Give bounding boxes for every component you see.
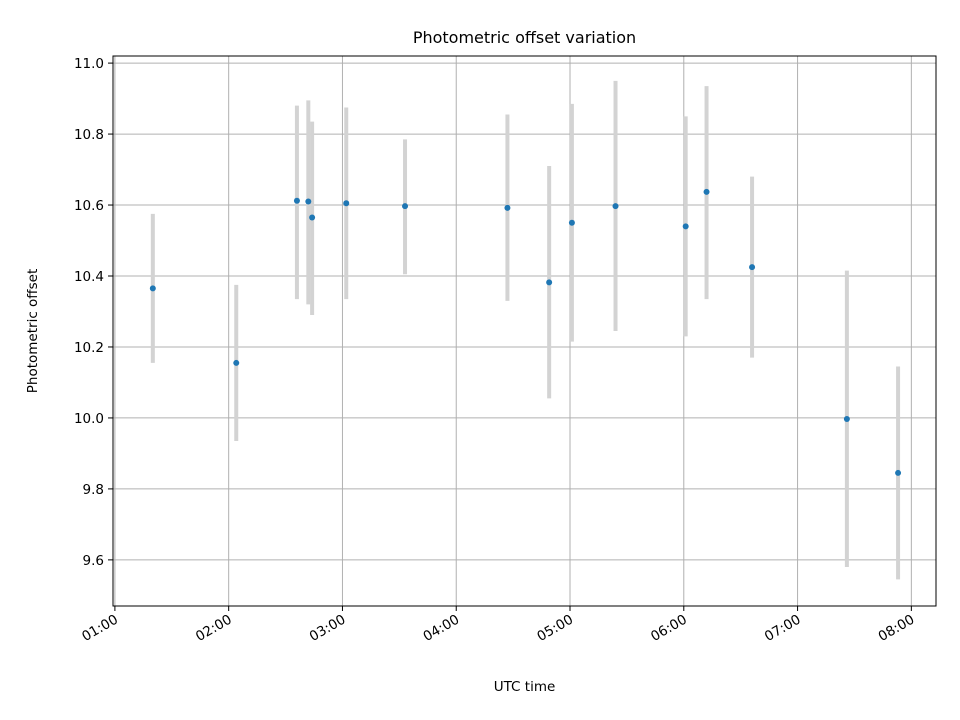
- data-point: [233, 359, 240, 366]
- x-axis-label: UTC time: [494, 679, 556, 695]
- y-tick-label: 10.4: [74, 269, 104, 285]
- data-point: [504, 204, 511, 211]
- data-point: [749, 264, 756, 271]
- data-point: [293, 197, 300, 204]
- data-point: [343, 200, 350, 207]
- data-point: [612, 203, 619, 210]
- data-point: [546, 279, 553, 286]
- chart-title: Photometric offset variation: [413, 28, 636, 47]
- y-tick-label: 9.8: [83, 482, 104, 498]
- data-point: [895, 469, 902, 476]
- data-point: [568, 219, 575, 226]
- data-points: [149, 188, 902, 476]
- y-tick-label: 10.0: [74, 411, 104, 427]
- data-point: [402, 203, 409, 210]
- data-point: [309, 214, 316, 221]
- data-point: [305, 198, 312, 205]
- y-tick-label: 10.8: [74, 127, 104, 143]
- y-tick-label: 10.6: [74, 198, 104, 214]
- y-tick-label: 11.0: [74, 56, 104, 72]
- y-axis-label: Photometric offset: [25, 269, 41, 393]
- data-point: [843, 416, 850, 422]
- data-point: [149, 285, 156, 292]
- plot-frame: [112, 55, 937, 607]
- y-tick-label: 9.6: [83, 553, 104, 569]
- data-point: [703, 188, 710, 195]
- y-tick-label: 10.2: [74, 340, 104, 356]
- data-point: [682, 223, 689, 230]
- y-axis-ticks: 9.6 9.8 10.0 10.2 10.4 10.6 10.8 11.0: [74, 56, 113, 569]
